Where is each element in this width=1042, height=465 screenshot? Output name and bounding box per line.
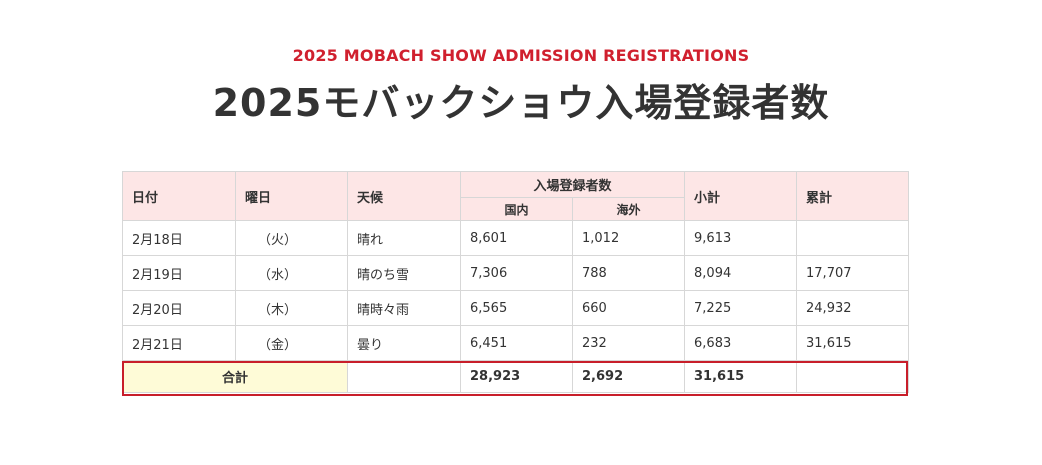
cell-subtotal: 6,683 <box>684 325 798 361</box>
cell-overseas: 788 <box>571 255 686 291</box>
cell-overseas: 232 <box>571 325 686 361</box>
header-weather: 天候 <box>347 171 461 221</box>
cell-cumulative: 31,615 <box>796 325 910 361</box>
header-row-top: 日付 曜日 天候 入場登録者数 小計 累計 <box>122 171 910 221</box>
cell-subtotal: 9,613 <box>684 220 798 256</box>
cell-weather: 晴のち雪 <box>347 255 461 291</box>
table-row: 2月20日 （木） 晴時々雨 6,565 660 7,225 24,932 <box>122 290 910 326</box>
cell-date: 2月21日 <box>122 325 236 361</box>
header-subtotal: 小計 <box>684 171 798 221</box>
cell-domestic: 6,451 <box>460 325 573 361</box>
cell-weather: 晴時々雨 <box>347 290 461 326</box>
cell-weekday: （金） <box>235 325 348 361</box>
total-domestic: 28,923 <box>460 360 573 393</box>
cell-weekday: （火） <box>235 220 348 256</box>
header-overseas: 海外 <box>571 197 686 221</box>
total-cumulative <box>796 360 910 393</box>
cell-overseas: 1,012 <box>571 220 686 256</box>
page-title: 2025モバックショウ入場登録者数 <box>212 81 830 125</box>
header-date: 日付 <box>122 171 236 221</box>
registrations-table: 日付 曜日 天候 入場登録者数 小計 累計 国内 海外 2月18日 （火） 晴れ… <box>122 171 910 393</box>
header-registrations: 入場登録者数 <box>459 171 686 198</box>
cell-cumulative <box>796 220 910 256</box>
total-subtotal: 31,615 <box>684 360 798 393</box>
header-domestic: 国内 <box>460 197 573 221</box>
total-row: 合計 28,923 2,692 31,615 <box>122 360 910 393</box>
cell-overseas: 660 <box>571 290 686 326</box>
page-subtitle: 2025 MOBACH SHOW ADMISSION REGISTRATIONS <box>292 46 750 65</box>
table-header: 日付 曜日 天候 入場登録者数 小計 累計 国内 海外 <box>122 171 910 221</box>
header-weekday: 曜日 <box>235 171 348 221</box>
cell-weekday: （木） <box>235 290 348 326</box>
total-weather <box>347 360 461 393</box>
table-row: 2月19日 （水） 晴のち雪 7,306 788 8,094 17,707 <box>122 255 910 291</box>
cell-weather: 晴れ <box>347 220 461 256</box>
cell-domestic: 6,565 <box>460 290 573 326</box>
total-overseas: 2,692 <box>571 360 686 393</box>
total-label: 合計 <box>122 360 348 393</box>
cell-date: 2月18日 <box>122 220 236 256</box>
cell-weekday: （水） <box>235 255 348 291</box>
table-body: 2月18日 （火） 晴れ 8,601 1,012 9,613 2月19日 （水）… <box>122 220 910 393</box>
cell-cumulative: 17,707 <box>796 255 910 291</box>
table-row: 2月21日 （金） 曇り 6,451 232 6,683 31,615 <box>122 325 910 361</box>
cell-date: 2月19日 <box>122 255 236 291</box>
cell-weather: 曇り <box>347 325 461 361</box>
cell-subtotal: 8,094 <box>684 255 798 291</box>
cell-cumulative: 24,932 <box>796 290 910 326</box>
header-cumulative: 累計 <box>796 171 910 221</box>
cell-domestic: 8,601 <box>460 220 573 256</box>
cell-date: 2月20日 <box>122 290 236 326</box>
cell-domestic: 7,306 <box>460 255 573 291</box>
table-row: 2月18日 （火） 晴れ 8,601 1,012 9,613 <box>122 220 910 256</box>
cell-subtotal: 7,225 <box>684 290 798 326</box>
